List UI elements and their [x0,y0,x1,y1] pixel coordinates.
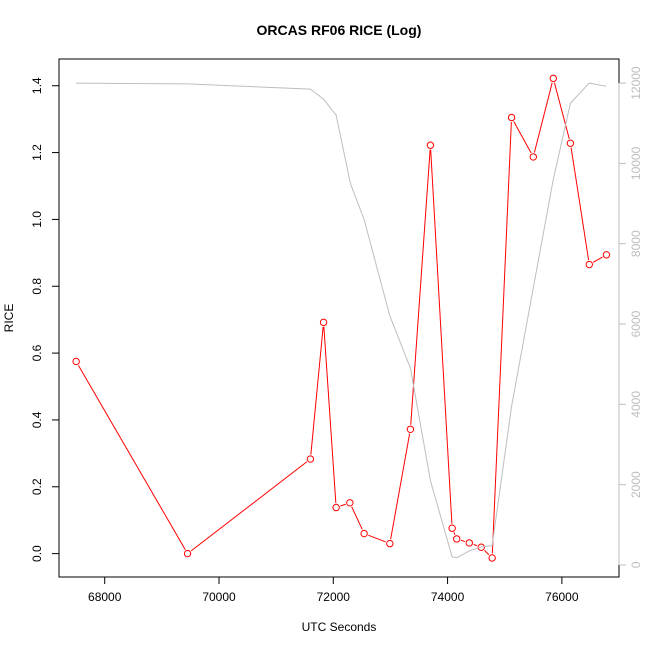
y2-tick-label: 6000 [629,310,643,337]
rice-data-point [346,499,354,507]
chart-title: ORCAS RF06 RICE (Log) [257,22,422,38]
rice-series-segment [340,503,346,507]
rice-series-segment [553,82,570,139]
y-tick-label: 1.2 [30,144,44,161]
rice-data-point [488,554,496,562]
rice-data-point [585,260,593,269]
rice-data-point [386,539,394,548]
x-tick-label: 70000 [202,590,236,604]
rice-data-point [332,503,340,512]
x-tick-label: 68000 [88,590,122,604]
y-tick-label: 0.2 [30,478,44,495]
rice-data-point [453,535,461,543]
rice-series-segment [473,543,478,547]
y2-tick-label: 10000 [629,146,643,180]
rice-data-point [306,455,315,463]
rice-series-segment [310,326,324,455]
rice-data-point [602,251,611,259]
rice-data-point [477,543,485,551]
rice-series-segment [453,532,456,535]
y-tick-label: 0.0 [30,545,44,562]
rice-data-point [426,141,435,149]
y2-tick-label: 4000 [629,391,643,418]
x-axis-label: UTC Seconds [302,620,377,634]
rice-series-segment [430,149,453,524]
y2-tick-label: 12000 [629,66,643,100]
axes: 68000 70000 72000 74000 76000 0.0 0.2 0.4 0.6 0.8… [30,58,643,604]
rice-series-segment [351,506,363,530]
rice-series-segment [323,326,337,504]
rice-data-point [448,524,456,532]
x-tick-label: 72000 [317,590,351,604]
rice-series-segment [390,433,411,540]
y-tick-label: 0.6 [30,344,44,361]
rice-series-segment [491,121,512,554]
y-tick-label: 1.0 [30,211,44,228]
rice-series-segment [368,534,386,543]
rice-series-segment [190,461,308,552]
rice-series-segment [460,539,466,543]
y-tick-label: 1.4 [30,77,44,94]
rice-series-segment [484,550,490,556]
rice-data-point [549,74,557,83]
rice-series-segment [533,82,553,153]
rice-series-segment [77,365,186,550]
rice-data-point [507,113,516,122]
x-tick-label: 76000 [545,590,579,604]
rice-series-segment [592,256,603,263]
rice-data-point [406,425,415,433]
rice-series-segment [513,121,532,154]
rice-data-point [183,549,192,558]
rice-series-segment [570,147,590,261]
rice-data-point [566,139,575,147]
rice-data-point [319,318,328,327]
y-tick-label: 0.4 [30,411,44,428]
y2-tick-label: 8000 [629,230,643,257]
series-layer [72,74,611,562]
rice-series-segment [410,149,431,425]
y2-tick-label: 2000 [629,471,643,498]
rice-data-point [360,529,368,538]
x-tick-label: 74000 [431,590,465,604]
rice-data-point [529,153,537,161]
rice-data-point [72,357,80,366]
rice-data-point [465,539,473,547]
y-tick-label: 0.8 [30,278,44,295]
secondary-series-line [76,82,607,559]
y-axis-label: RICE [2,304,16,333]
y2-tick-label: 0 [629,561,643,568]
